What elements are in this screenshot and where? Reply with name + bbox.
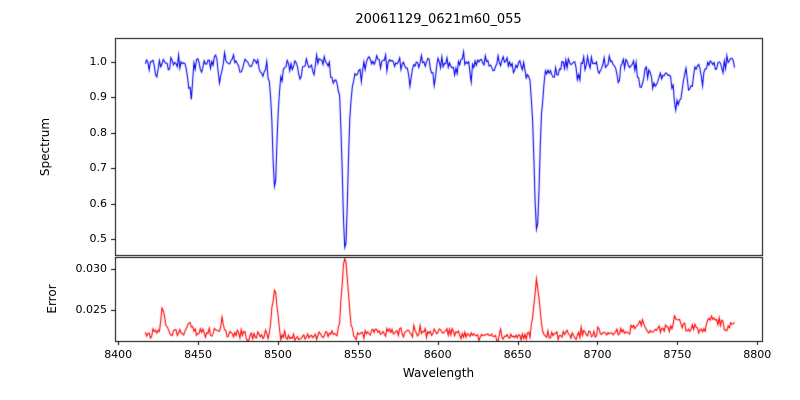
spectrum-axis-label: Spectrum	[38, 117, 52, 177]
x-tick-label: 8400	[104, 348, 133, 361]
spectrum-y-tick-label: 0.9	[89, 90, 108, 104]
error-y-tick-label: 0.025	[75, 303, 108, 317]
x-tick-label: 8650	[503, 348, 532, 361]
wavelength-axis-label: Wavelength	[402, 366, 475, 380]
x-tick-label: 8500	[263, 348, 292, 361]
x-tick-label: 8450	[184, 348, 213, 361]
x-tick-label: 8550	[343, 348, 372, 361]
x-tick-label: 8750	[663, 348, 692, 361]
x-tick-label: 8600	[423, 348, 452, 361]
spectrum-y-tick-label: 0.5	[89, 232, 108, 246]
chart-title: 20061129_0621m60_055	[355, 12, 522, 27]
x-tick-label: 8800	[743, 348, 772, 361]
spectrum-y-tick-label: 0.6	[89, 196, 108, 210]
spectrum-y-tick-label: 0.7	[89, 161, 108, 175]
spectrum-y-tick-label: 1.0	[89, 54, 108, 68]
spectrum-y-tick-label: 0.8	[89, 125, 108, 139]
error-y-tick-label: 0.030	[75, 261, 108, 275]
x-tick-label: 8700	[583, 348, 612, 361]
